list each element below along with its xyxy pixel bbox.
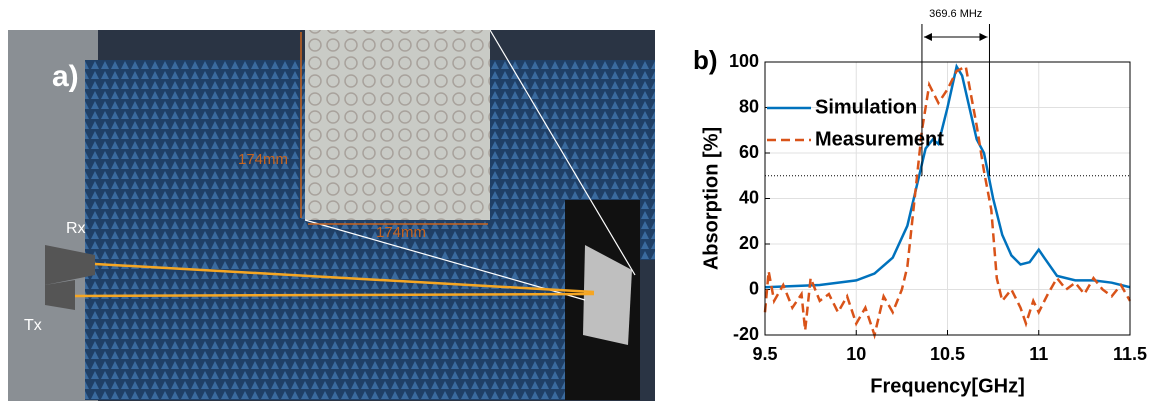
page: a) 174mm 174mm Rx Tx -20 0 20 40 60 80 100 9.5 1…: [0, 0, 1153, 406]
y-axis-label: Absorption [%]: [700, 127, 722, 270]
x-axis-label: Frequency[GHz]: [870, 375, 1024, 397]
horn-tx: [45, 280, 75, 310]
panel-label: a): [52, 60, 79, 93]
y-tick-label: -20: [733, 324, 759, 344]
x-tick-label: 11.5: [1113, 344, 1147, 364]
legend-label: Simulation: [815, 96, 917, 118]
sample-zoom: [305, 30, 490, 220]
chart: -20 0 20 40 60 80 100 9.5 10 10.5 11 11.5 369.6 MHz S…: [693, 8, 1147, 397]
legend-label: Measurement: [815, 128, 944, 150]
dimension-label: 174mm: [376, 224, 426, 241]
y-tick-label: 100: [729, 51, 759, 71]
photo: a) 174mm 174mm Rx Tx: [8, 30, 655, 401]
y-tick-label: 40: [739, 187, 759, 207]
x-tick-label: 11: [1029, 344, 1048, 364]
y-tick-label: 0: [749, 278, 759, 298]
x-tick-label: 10.5: [930, 344, 965, 364]
antenna-label: Tx: [24, 317, 42, 334]
x-tick-label: 9.5: [752, 344, 777, 364]
y-tick-label: 60: [739, 142, 759, 162]
figure: a) 174mm 174mm Rx Tx -20 0 20 40 60 80 100 9.5 1…: [0, 0, 1153, 401]
y-tick-label: 20: [739, 233, 759, 253]
dimension-label: 174mm: [238, 151, 288, 168]
panel-label: b): [693, 45, 718, 75]
x-tick-label: 10: [846, 344, 866, 364]
y-tick-label: 80: [739, 96, 759, 116]
antenna-label: Rx: [66, 220, 86, 237]
annotation-text: 369.6 MHz: [929, 8, 982, 20]
